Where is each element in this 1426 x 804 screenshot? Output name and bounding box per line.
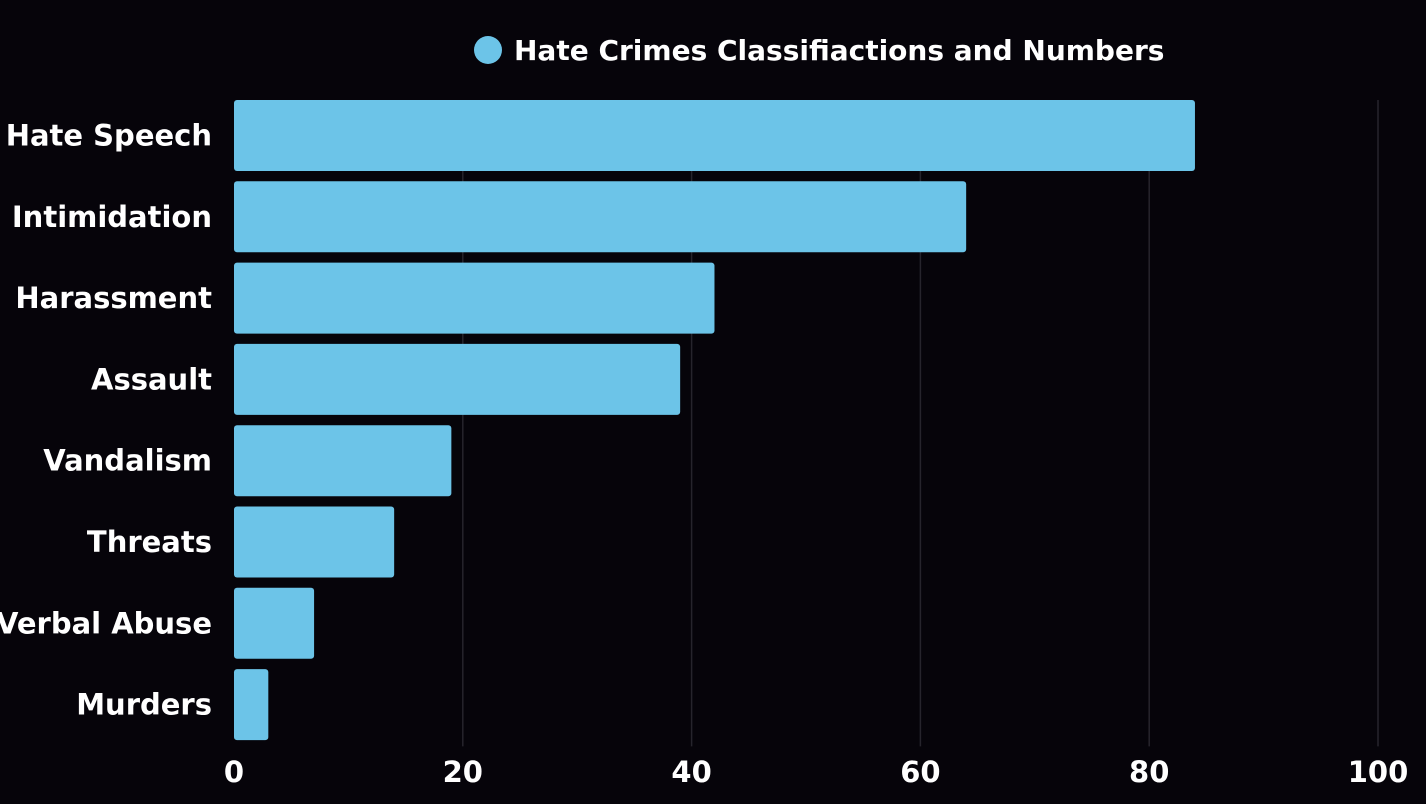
category-label: Assault	[91, 362, 212, 396]
category-label: Hate Speech	[6, 119, 212, 153]
category-label: Verbal Abuse	[0, 606, 212, 640]
category-label: Threats	[87, 525, 212, 559]
x-tick-label: 100	[1348, 755, 1409, 789]
bar-intimidation	[234, 181, 967, 253]
x-axis-tick-labels: 0 20 40 60 80 100	[224, 755, 1408, 789]
x-tick-label: 60	[900, 755, 940, 789]
x-tick-label: 40	[671, 755, 711, 789]
x-tick-label: 0	[224, 755, 244, 789]
category-label: Vandalism	[43, 444, 212, 478]
category-label: Murders	[76, 688, 212, 722]
bar-murders	[234, 669, 269, 741]
bar-verbal-abuse	[234, 587, 315, 659]
category-label: Intimidation	[12, 200, 212, 234]
legend-marker	[474, 36, 502, 64]
bar-assault	[234, 343, 681, 415]
legend-label: Hate Crimes Classifiactions and Numbers	[514, 34, 1164, 67]
x-tick-label: 80	[1129, 755, 1169, 789]
bar-hate-speech	[234, 100, 1195, 171]
bar-harassment	[234, 262, 715, 334]
x-tick-label: 20	[443, 755, 483, 789]
legend: Hate Crimes Classifiactions and Numbers	[474, 34, 1164, 67]
category-labels: Hate Speech Intimidation Harassment Assault…	[0, 119, 212, 722]
bar-threats	[234, 506, 395, 578]
bars	[234, 100, 1195, 741]
category-label: Harassment	[15, 281, 212, 315]
bar-vandalism	[234, 425, 452, 497]
